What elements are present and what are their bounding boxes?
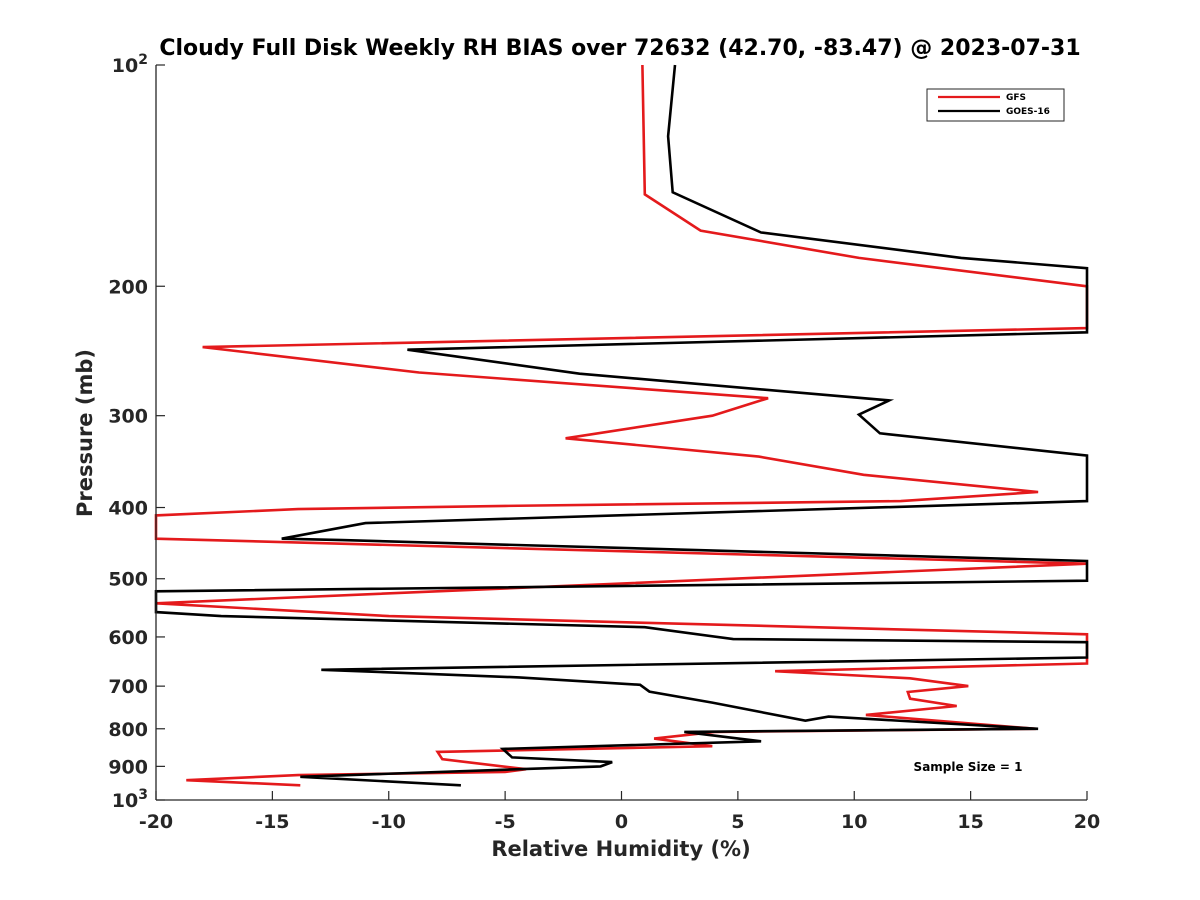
x-axis-label: Relative Humidity (%) <box>491 837 750 861</box>
y-ticks: 102 200 300 400 500 600 700 800 900 103 <box>108 52 165 812</box>
legend: GFS GOES-16 <box>926 88 1065 122</box>
y-tick-label: 800 <box>108 719 148 741</box>
x-tick-label: -10 <box>372 811 406 833</box>
sample-size-annotation: Sample Size = 1 <box>914 760 1023 774</box>
legend-label-goes-16: GOES-16 <box>1006 107 1050 117</box>
y-tick-label: 200 <box>108 276 148 298</box>
x-tick-label: -20 <box>139 811 173 833</box>
x-tick-label: 0 <box>615 811 628 833</box>
y-tick-label: 103 <box>112 787 148 812</box>
x-tick-label: -5 <box>495 811 516 833</box>
series-line-gfs <box>154 64 1089 787</box>
x-tick-label: 15 <box>957 811 983 833</box>
legend-label-gfs: GFS <box>1006 93 1026 103</box>
y-tick-label: 102 <box>112 52 148 77</box>
y-tick-label: 600 <box>108 627 148 649</box>
x-tick-label: 20 <box>1074 811 1100 833</box>
series-line-goes-16 <box>154 64 1089 787</box>
y-tick-label: 500 <box>108 569 148 591</box>
x-tick-label: 10 <box>841 811 867 833</box>
y-tick-label: 300 <box>108 406 148 428</box>
x-tick-label: -15 <box>255 811 289 833</box>
legend-box <box>926 88 1065 122</box>
series-layer <box>154 64 1089 787</box>
y-tick-label: 900 <box>108 756 148 778</box>
y-tick-label: 700 <box>108 676 148 698</box>
x-ticks: -20 -15 -10 -5 0 5 10 15 20 <box>139 791 1100 833</box>
y-axis-label: Pressure (mb) <box>73 349 97 517</box>
x-tick-label: 5 <box>731 811 744 833</box>
chart-title: Cloudy Full Disk Weekly RH BIAS over 726… <box>159 36 1080 61</box>
y-tick-label: 400 <box>108 498 148 520</box>
